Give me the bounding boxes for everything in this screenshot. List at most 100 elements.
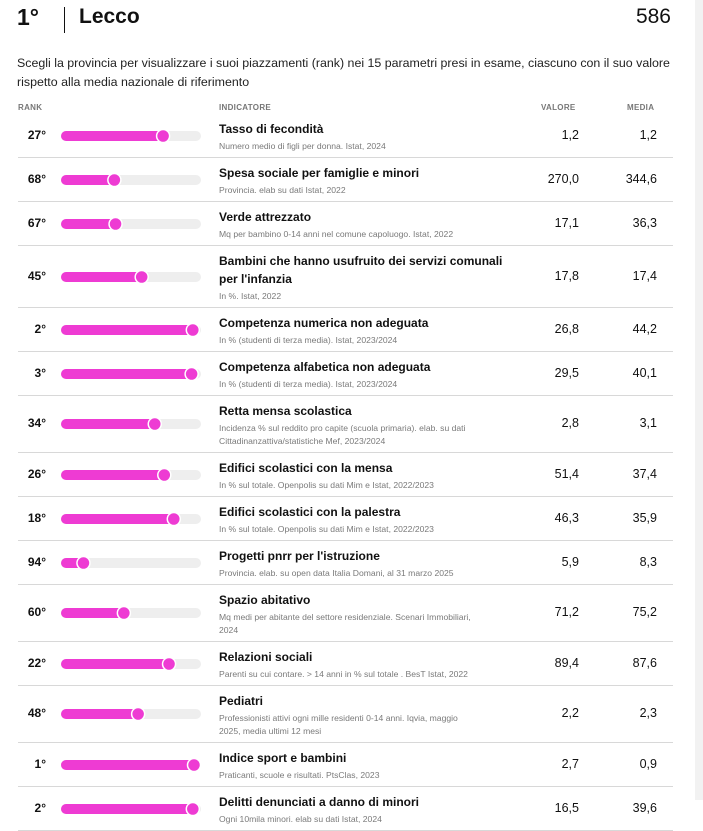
indicator-value: 16,5 [554,800,579,815]
rank-bar-marker [185,322,201,337]
indicator-title: Verde attrezzato [219,210,312,224]
indicator-value: 17,8 [554,268,579,283]
rank-bar [61,417,201,431]
rank-label: 27° [27,127,46,142]
province-header: 1° Lecco 586 [17,4,673,34]
indicator-source: In % (studenti di terza media). Istat, 2… [219,379,398,389]
rank-bar-marker [134,269,149,284]
indicator-title: Competenza numerica non adeguata [219,316,429,330]
rank-bar-fill [61,709,139,719]
indicator-value: 26,8 [554,321,579,336]
rank-bar-fill [61,759,194,770]
rank-bar-fill [61,324,193,335]
indicator-value: 51,4 [554,466,579,481]
indicator-value: 46,3 [554,510,579,525]
rank-bar-fill [61,419,155,429]
indicator-value: 1,2 [561,127,579,142]
indicator-value: 270,0 [547,171,579,186]
indicator-title: Tasso di fecondità [219,122,324,136]
rank-bar-marker [185,801,201,816]
rank-label: 34° [27,416,46,430]
rank-label: 22° [27,655,46,670]
indicator-source: Mq medi per abitante del settore residen… [219,612,471,622]
indicator-source: In % sul totale. Openpolis su dati Mim e… [219,524,434,534]
rank-bar-fill [61,174,115,185]
rank-bar-marker [186,757,201,772]
indicator-title: Indice sport e bambini [219,751,347,765]
rank-bar [61,757,201,772]
rank-bar [61,128,201,143]
ranking-table: 27° Tasso di fecondità Numero medio di fig… [18,114,673,831]
rank-bar-fill [61,513,174,524]
rank-bar [61,656,201,671]
indicator-title: Competenza alfabetica non adeguata [219,360,431,374]
indicator-source: Ogni 10mila minori. elab su dati Istat, … [219,814,382,824]
indicator-source: Professionisti attivi ogni mille residen… [219,713,458,723]
indicator-source: Provincia. elab su dati Istat, 2022 [219,185,346,195]
table-row: 27° Tasso di fecondità Numero medio di fig… [18,114,673,158]
indicator-value: 2,2 [561,706,579,720]
rank-label: 67° [27,215,46,230]
rank-bar-marker [116,606,132,620]
rank-label: 2° [34,321,46,336]
rank-bar [61,366,201,381]
rank-label: 3° [34,365,46,380]
indicator-source: Praticanti, scuole e risultati. PtsClas,… [219,770,380,780]
indicator-average: 344,6 [625,171,657,186]
indicator-title: Relazioni sociali [219,650,313,664]
indicator-value: 71,2 [554,605,579,619]
rank-bar-fill [61,608,124,618]
table-row: 67° Verde attrezzato Mq per bambino 0-14 a… [18,202,673,246]
indicator-value: 29,5 [554,365,579,380]
rank-label: 26° [27,466,46,481]
rank-bar-fill [61,658,170,669]
overall-rank: 1° [17,4,39,30]
indicator-source: 2025, media ultimi 12 mesi [219,726,322,736]
rank-bar [61,467,201,482]
table-row: 60° Spazio abitativo Mq medi per abitante … [18,585,673,642]
table-row: 18° Edifici scolastici con la palestra In … [18,497,673,541]
rank-bar-fill [61,271,142,282]
indicator-source: In % (studenti di terza media). Istat, 2… [219,335,398,345]
rank-bar-marker [130,707,146,721]
indicator-title: Pediatri [219,694,264,708]
rank-bar-marker [184,366,199,381]
column-header-value: VALORE [541,103,576,112]
intro-text: Scegli la provincia per visualizzare i s… [17,56,670,89]
table-row: 2° Delitti denunciati a danno di minori Og… [18,787,673,831]
column-header-rank: RANK [18,103,43,112]
indicator-title: Spesa sociale per famiglie e minori [219,166,420,180]
indicator-source: In % sul totale. Openpolis su dati Mim e… [219,480,434,490]
indicator-title: Bambini che hanno usufruito dei servizi … [219,254,503,268]
table-row: 94° Progetti pnrr per l'istruzione Provinc… [18,541,673,585]
rank-label: 48° [27,706,46,720]
table-row: 45° Bambini che hanno usufruito dei servi… [18,246,673,308]
rank-bar-fill [61,368,192,379]
rank-bar [61,606,201,620]
table-row: 22° Relazioni sociali Parenti su cui conta… [18,642,673,686]
rank-label: 60° [27,605,46,619]
indicator-title: Delitti denunciati a danno di minori [219,795,420,809]
rank-bar-marker [166,511,182,526]
indicator-source: In %. Istat, 2022 [219,291,282,301]
indicator-value: 2,7 [561,756,579,771]
indicator-source: Numero medio di figli per donna. Istat, … [219,141,386,151]
table-row: 68° Spesa sociale per famiglie e minori Pr… [18,158,673,202]
indicator-average: 44,2 [632,321,657,336]
rank-bar [61,322,201,337]
rank-label: 94° [27,554,46,569]
indicator-average: 36,3 [632,215,657,230]
indicator-average: 3,1 [639,416,657,430]
rank-label: 2° [34,800,46,815]
indicator-average: 1,2 [639,127,657,142]
rank-bar-marker [108,216,123,231]
indicator-title: Retta mensa scolastica [219,404,352,418]
column-header-indicator: INDICATORE [219,103,272,112]
province-name[interactable]: Lecco [79,5,140,28]
rank-bar-fill [61,130,164,141]
table-row: 48° Pediatri Professionisti attivi ogni mi… [18,686,673,743]
rank-bar [61,216,201,231]
table-row: 26° Edifici scolastici con la mensa In % s… [18,453,673,497]
indicator-average: 39,6 [632,800,657,815]
rank-bar-fill [61,218,116,229]
